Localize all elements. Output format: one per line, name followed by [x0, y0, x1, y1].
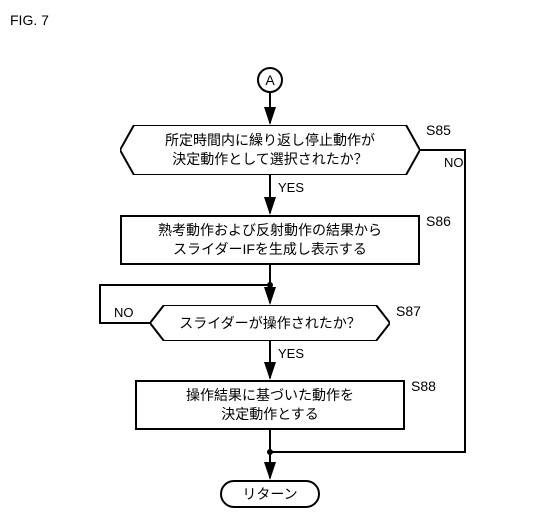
figure-label: FIG. 7 — [10, 12, 49, 28]
s85-no-label: NO — [444, 155, 464, 170]
decision-s85-shape — [120, 125, 420, 175]
step-label-s85: S85 — [426, 122, 451, 138]
flowchart-canvas: FIG. 7 A 所定時間内に繰り返し停止動作が 決定 — [0, 0, 535, 520]
s85-yes-label: YES — [278, 180, 304, 195]
s87-no-label: NO — [114, 305, 134, 320]
terminator-return: リターン — [220, 480, 320, 508]
step-label-s88: S88 — [411, 378, 436, 394]
step-label-s87: S87 — [396, 303, 421, 319]
step-label-s86: S86 — [426, 213, 451, 229]
s88-line1: 操作結果に基づいた動作を — [186, 386, 354, 405]
s86-line2: スライダーIFを生成し表示する — [173, 240, 367, 259]
decision-s87-shape — [150, 305, 390, 341]
s87-yes-label: YES — [278, 346, 304, 361]
s86-line1: 熟考動作および反射動作の結果から — [158, 221, 382, 240]
process-s86: 熟考動作および反射動作の結果から スライダーIFを生成し表示する — [120, 215, 420, 265]
process-s88: 操作結果に基づいた動作を 決定動作とする — [135, 380, 405, 430]
connector-a: A — [257, 67, 283, 93]
connector-label: A — [265, 72, 274, 88]
terminator-label: リターン — [242, 484, 297, 504]
s88-line2: 決定動作とする — [221, 405, 319, 424]
